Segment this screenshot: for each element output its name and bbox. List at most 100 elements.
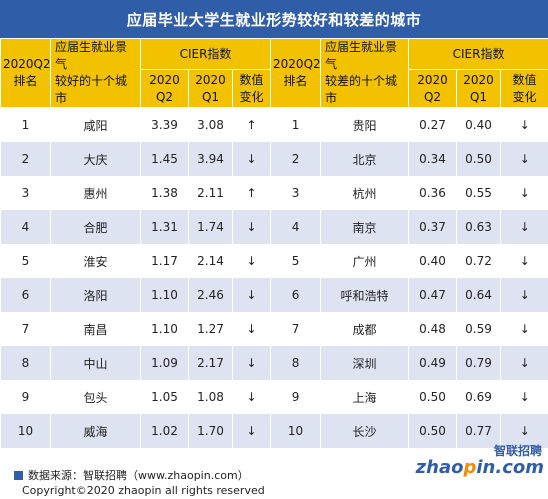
- bad-q2-cell: 0.40: [408, 244, 457, 278]
- good-rank-cell: 10: [0, 414, 51, 448]
- bad-city-cell: 北京: [320, 142, 409, 176]
- bad-q1-cell: 0.59: [456, 312, 501, 346]
- bad-rank-cell: 1: [270, 107, 321, 142]
- header-cier-left: CIER指数: [139, 37, 272, 71]
- good-rank-cell: 1: [0, 107, 51, 142]
- table-row: 7 南昌 1.10 1.27 ↓ 7 成都 0.48 0.59 ↓: [0, 312, 548, 346]
- bad-change-cell: ↓: [500, 312, 548, 346]
- good-rank-cell: 2: [0, 142, 51, 176]
- bad-city-cell: 贵阳: [320, 107, 409, 142]
- good-city-cell: 合肥: [50, 210, 141, 244]
- good-change-cell: ↓: [231, 346, 271, 380]
- bad-rank-cell: 6: [270, 278, 321, 312]
- good-q2-cell: 3.39: [140, 107, 189, 142]
- good-city-cell: 中山: [50, 346, 141, 380]
- good-city-cell: 威海: [50, 414, 141, 448]
- good-q1-cell: 3.08: [188, 107, 233, 142]
- source-note: 数据来源：智联招聘（www.zhaopin.com）: [14, 467, 249, 483]
- bad-city-cell: 上海: [320, 380, 409, 414]
- good-q2-cell: 1.02: [140, 414, 189, 448]
- good-city-cell: 大庆: [50, 142, 141, 176]
- table-row: 6 洛阳 1.10 2.46 ↓ 6 呼和浩特 0.47 0.64 ↓: [0, 278, 548, 312]
- bad-q1-cell: 0.64: [456, 278, 501, 312]
- good-rank-cell: 3: [0, 176, 51, 210]
- good-change-cell: ↓: [231, 244, 271, 278]
- bad-q1-cell: 0.63: [456, 210, 501, 244]
- header-q2-right: 2020 Q2: [408, 69, 458, 108]
- header-rank-right: 2020Q2 排名: [270, 38, 322, 108]
- good-change-cell: ↑: [231, 107, 271, 142]
- bad-rank-cell: 2: [270, 142, 321, 176]
- good-city-cell: 洛阳: [50, 278, 141, 312]
- bad-city-cell: 广州: [320, 244, 409, 278]
- good-q2-cell: 1.10: [140, 312, 189, 346]
- table-row: 1 咸阳 3.39 3.08 ↑ 1 贵阳 0.27 0.40 ↓: [0, 107, 548, 142]
- good-q2-cell: 1.05: [140, 380, 189, 414]
- good-rank-cell: 9: [0, 380, 51, 414]
- good-rank-cell: 8: [0, 346, 51, 380]
- bad-q2-cell: 0.50: [408, 380, 457, 414]
- header-q1-left: 2020 Q1: [188, 69, 233, 108]
- bad-q1-cell: 0.40: [456, 107, 501, 142]
- good-q2-cell: 1.38: [140, 176, 189, 210]
- good-change-cell: ↓: [231, 278, 271, 312]
- header-q2-left: 2020 Q2: [140, 69, 189, 108]
- bad-q1-cell: 0.77: [456, 414, 501, 448]
- bad-q2-cell: 0.50: [408, 414, 457, 448]
- header-change-left: 数值 变化: [231, 69, 272, 108]
- good-rank-cell: 5: [0, 244, 51, 278]
- header-change-right: 数值 变化: [500, 69, 548, 108]
- source-text: 数据来源：智联招聘（www.zhaopin.com）: [28, 469, 249, 482]
- bad-q2-cell: 0.27: [408, 107, 457, 142]
- cier-table: 2020Q2 排名 应届生就业景气 较好的十个城市 CIER指数 2020Q2 排名 …: [0, 37, 548, 448]
- good-q1-cell: 3.94: [188, 142, 233, 176]
- bad-q1-cell: 0.55: [456, 176, 501, 210]
- bad-change-cell: ↓: [500, 346, 548, 380]
- copyright-text: Copyright©2020 zhaopin all rights reserv…: [22, 484, 265, 497]
- bad-city-cell: 成都: [320, 312, 409, 346]
- bad-rank-cell: 10: [270, 414, 321, 448]
- table-row: 2 大庆 1.45 3.94 ↓ 2 北京 0.34 0.50 ↓: [0, 142, 548, 176]
- bad-change-cell: ↓: [500, 380, 548, 414]
- table-row: 8 中山 1.09 2.17 ↓ 8 深圳 0.49 0.79 ↓: [0, 346, 548, 380]
- page-title: 应届毕业大学生就业形势较好和较差的城市: [0, 0, 548, 38]
- bad-q2-cell: 0.49: [408, 346, 457, 380]
- good-q1-cell: 1.70: [188, 414, 233, 448]
- bad-city-cell: 呼和浩特: [320, 278, 409, 312]
- square-bullet-icon: [14, 470, 23, 480]
- bad-change-cell: ↓: [500, 176, 548, 210]
- bad-change-cell: ↓: [500, 107, 548, 142]
- bad-q2-cell: 0.34: [408, 142, 457, 176]
- header-bad-cities: 应届生就业景气 较差的十个城市: [320, 38, 410, 108]
- bad-q1-cell: 0.79: [456, 346, 501, 380]
- good-city-cell: 淮安: [50, 244, 141, 278]
- table-row: 4 合肥 1.31 1.74 ↓ 4 南京 0.37 0.63 ↓: [0, 210, 548, 244]
- bad-city-cell: 南京: [320, 210, 409, 244]
- good-rank-cell: 6: [0, 278, 51, 312]
- good-q1-cell: 2.17: [188, 346, 233, 380]
- good-rank-cell: 4: [0, 210, 51, 244]
- good-city-cell: 包头: [50, 380, 141, 414]
- good-change-cell: ↓: [231, 142, 271, 176]
- header-cier-right: CIER指数: [408, 37, 548, 71]
- bad-q2-cell: 0.47: [408, 278, 457, 312]
- bad-rank-cell: 9: [270, 380, 321, 414]
- bad-q1-cell: 0.69: [456, 380, 501, 414]
- good-q2-cell: 1.17: [140, 244, 189, 278]
- bad-change-cell: ↓: [500, 142, 548, 176]
- bad-q2-cell: 0.48: [408, 312, 457, 346]
- good-q2-cell: 1.31: [140, 210, 189, 244]
- bad-city-cell: 深圳: [320, 346, 409, 380]
- table-row: 5 淮安 1.17 2.14 ↓ 5 广州 0.40 0.72 ↓: [0, 244, 548, 278]
- good-q1-cell: 1.27: [188, 312, 233, 346]
- good-q1-cell: 2.46: [188, 278, 233, 312]
- good-city-cell: 咸阳: [50, 107, 141, 142]
- good-change-cell: ↓: [231, 312, 271, 346]
- table-row: 3 惠州 1.38 2.11 ↑ 3 杭州 0.36 0.55 ↓: [0, 176, 548, 210]
- bad-q2-cell: 0.36: [408, 176, 457, 210]
- good-q1-cell: 1.74: [188, 210, 233, 244]
- bad-rank-cell: 3: [270, 176, 321, 210]
- good-change-cell: ↓: [231, 210, 271, 244]
- bad-q1-cell: 0.72: [456, 244, 501, 278]
- good-q2-cell: 1.09: [140, 346, 189, 380]
